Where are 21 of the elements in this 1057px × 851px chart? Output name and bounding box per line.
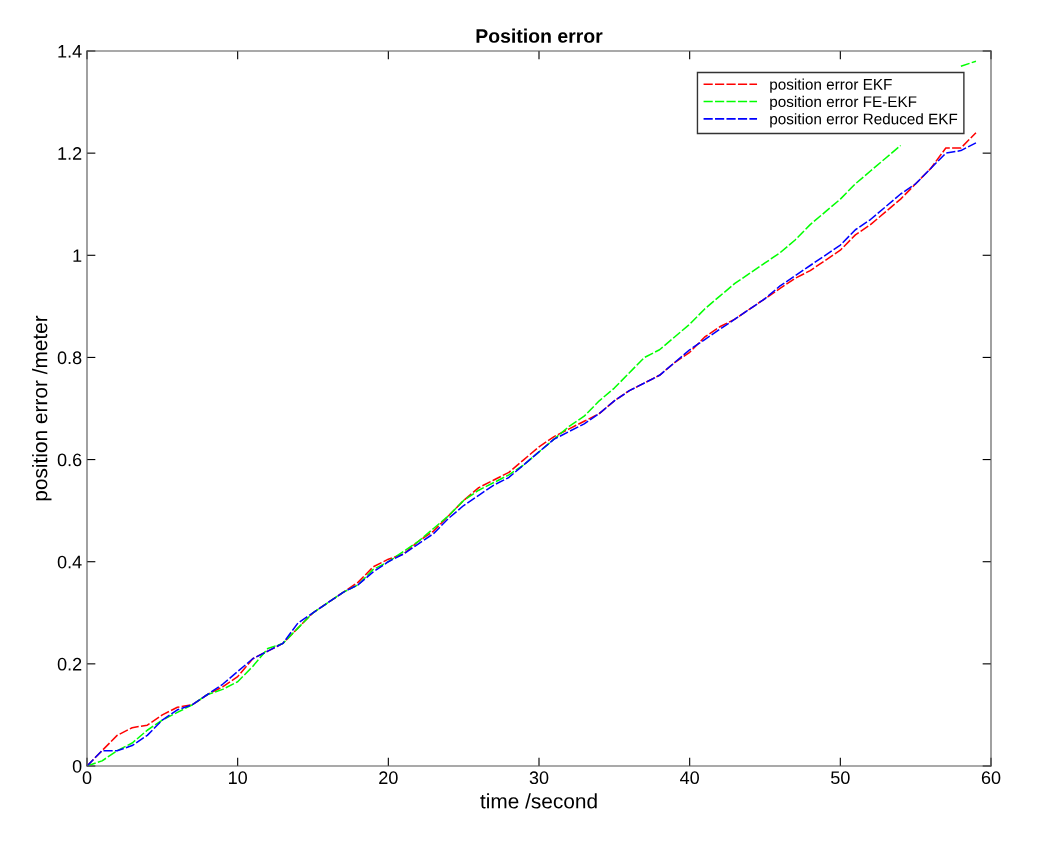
y-tick-label: 0.4: [57, 555, 82, 569]
x-tick-label: 50: [831, 771, 850, 785]
legend-label: position error FE-EKF: [770, 95, 917, 111]
chart-title: Position error: [476, 28, 603, 43]
legend-label: position error Reduced EKF: [770, 113, 958, 128]
x-tick-label: 10: [229, 771, 247, 785]
y-tick-label: 0.6: [57, 453, 82, 467]
x-tick-label: 40: [680, 771, 699, 785]
x-axis-title: time /second: [480, 793, 597, 809]
legend-label: position error EKF: [770, 78, 892, 93]
y-tick-label: 1.4: [58, 45, 82, 58]
x-tick-label: 0: [82, 771, 92, 785]
y-tick-label: 0: [72, 759, 82, 773]
x-tick-label: 60: [981, 771, 1001, 785]
y-axis-title: position error /meter: [32, 315, 52, 501]
y-tick-label: 0.2: [57, 657, 82, 671]
y-tick-label: 1: [73, 249, 82, 262]
y-tick-label: 1.2: [58, 147, 82, 160]
x-tick-label: 20: [379, 771, 398, 785]
x-tick-label: 30: [529, 771, 549, 785]
y-tick-label: 0.8: [57, 351, 82, 365]
